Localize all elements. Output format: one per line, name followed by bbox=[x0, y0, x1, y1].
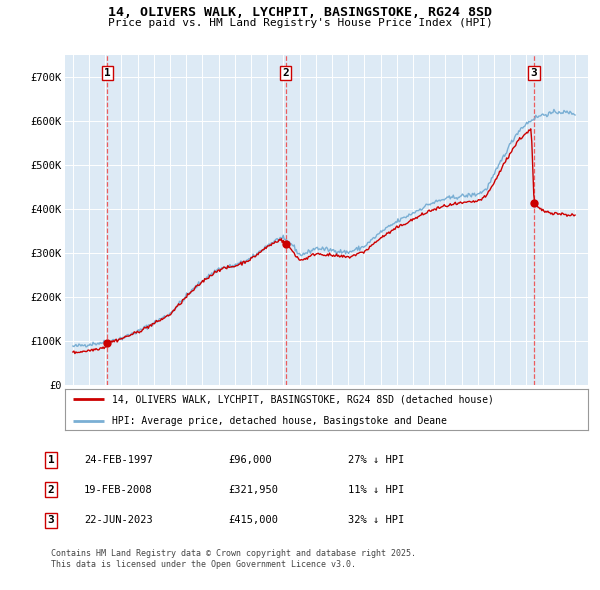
Text: 27% ↓ HPI: 27% ↓ HPI bbox=[348, 455, 404, 465]
Text: HPI: Average price, detached house, Basingstoke and Deane: HPI: Average price, detached house, Basi… bbox=[112, 416, 447, 426]
Text: 19-FEB-2008: 19-FEB-2008 bbox=[84, 485, 153, 494]
Text: £96,000: £96,000 bbox=[228, 455, 272, 465]
Text: 14, OLIVERS WALK, LYCHPIT, BASINGSTOKE, RG24 8SD: 14, OLIVERS WALK, LYCHPIT, BASINGSTOKE, … bbox=[108, 6, 492, 19]
Text: 2: 2 bbox=[282, 68, 289, 78]
Text: £321,950: £321,950 bbox=[228, 485, 278, 494]
Text: 22-JUN-2023: 22-JUN-2023 bbox=[84, 516, 153, 525]
Text: 24-FEB-1997: 24-FEB-1997 bbox=[84, 455, 153, 465]
Text: Contains HM Land Registry data © Crown copyright and database right 2025.: Contains HM Land Registry data © Crown c… bbox=[51, 549, 416, 558]
Text: 11% ↓ HPI: 11% ↓ HPI bbox=[348, 485, 404, 494]
Text: 2: 2 bbox=[47, 485, 55, 494]
Text: £415,000: £415,000 bbox=[228, 516, 278, 525]
Text: 1: 1 bbox=[47, 455, 55, 465]
Text: 32% ↓ HPI: 32% ↓ HPI bbox=[348, 516, 404, 525]
Text: This data is licensed under the Open Government Licence v3.0.: This data is licensed under the Open Gov… bbox=[51, 560, 356, 569]
Text: 14, OLIVERS WALK, LYCHPIT, BASINGSTOKE, RG24 8SD (detached house): 14, OLIVERS WALK, LYCHPIT, BASINGSTOKE, … bbox=[112, 395, 494, 404]
Text: 1: 1 bbox=[104, 68, 111, 78]
Text: 3: 3 bbox=[530, 68, 538, 78]
Text: 3: 3 bbox=[47, 516, 55, 525]
Text: Price paid vs. HM Land Registry's House Price Index (HPI): Price paid vs. HM Land Registry's House … bbox=[107, 18, 493, 28]
